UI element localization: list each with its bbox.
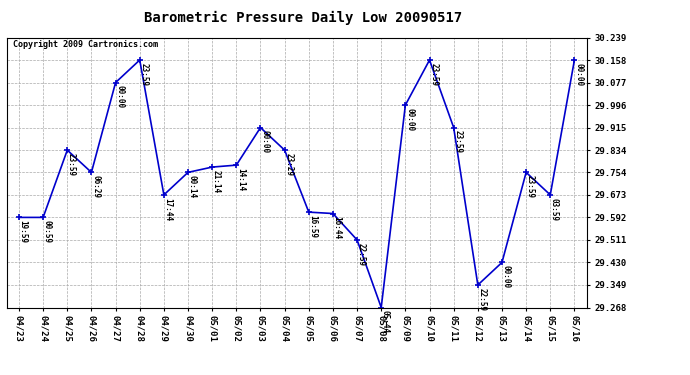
- Text: 00:00: 00:00: [260, 130, 269, 153]
- Text: Barometric Pressure Daily Low 20090517: Barometric Pressure Daily Low 20090517: [144, 11, 463, 26]
- Text: 00:00: 00:00: [502, 265, 511, 288]
- Text: 00:00: 00:00: [115, 86, 124, 108]
- Text: 16:44: 16:44: [333, 216, 342, 239]
- Text: 21:14: 21:14: [212, 170, 221, 193]
- Text: 00:00: 00:00: [405, 108, 414, 131]
- Text: 23:29: 23:29: [284, 153, 293, 176]
- Text: 22:59: 22:59: [357, 243, 366, 266]
- Text: 23:59: 23:59: [526, 175, 535, 198]
- Text: 23:59: 23:59: [429, 63, 438, 86]
- Text: 23:59: 23:59: [139, 63, 148, 86]
- Text: 03:59: 03:59: [550, 198, 559, 221]
- Text: 19:59: 19:59: [19, 220, 28, 243]
- Text: Copyright 2009 Cartronics.com: Copyright 2009 Cartronics.com: [12, 40, 158, 49]
- Text: 17:44: 17:44: [164, 198, 172, 221]
- Text: 00:59: 00:59: [43, 220, 52, 243]
- Text: 14:14: 14:14: [236, 168, 245, 191]
- Text: 00:14: 00:14: [188, 175, 197, 198]
- Text: 22:59: 22:59: [477, 288, 486, 311]
- Text: 05:44: 05:44: [381, 310, 390, 333]
- Text: 23:59: 23:59: [453, 130, 462, 153]
- Text: 00:00: 00:00: [574, 63, 583, 86]
- Text: 16:59: 16:59: [308, 215, 317, 238]
- Text: 23:59: 23:59: [67, 153, 76, 176]
- Text: 06:29: 06:29: [91, 175, 100, 198]
